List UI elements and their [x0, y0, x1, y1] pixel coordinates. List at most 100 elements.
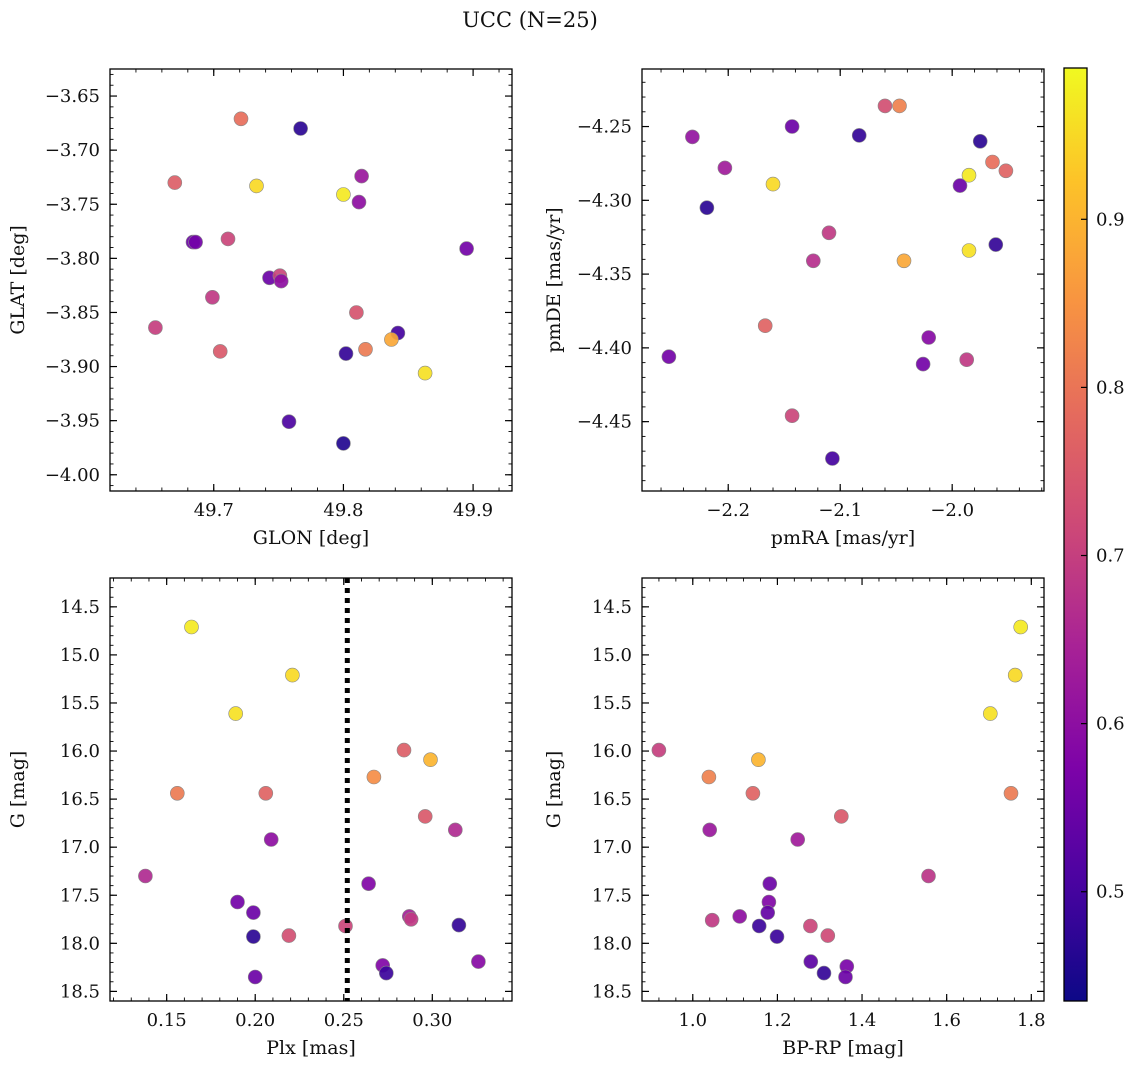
x-tick-label: 1.4: [848, 1010, 877, 1031]
y-tick-label: 17.0: [592, 837, 632, 858]
x-tick-label: 0.25: [324, 1010, 364, 1031]
data-point: [233, 111, 249, 127]
data-point: [349, 305, 364, 320]
data-point: [293, 121, 308, 136]
data-point: [148, 320, 163, 335]
data-point: [205, 289, 220, 305]
data-point: [366, 769, 382, 785]
x-tick-label: 1.0: [678, 1010, 707, 1031]
colorbar: 0.5 0.6 0.7 0.8 0.9: [1063, 67, 1125, 1002]
x-tick-label: −2.1: [818, 500, 862, 521]
x-tick-label: 1.2: [763, 1010, 792, 1031]
data-point: [351, 194, 367, 210]
data-point: [762, 876, 778, 892]
y-tick-label: 15.0: [60, 645, 100, 666]
data-point: [188, 234, 203, 250]
x-tick-label: 0.15: [147, 1010, 187, 1031]
x-axis-label: BP-RP [mag]: [782, 1037, 904, 1059]
x-axis-label: Plx [mas]: [266, 1037, 356, 1059]
data-point: [273, 273, 289, 289]
data-point: [354, 168, 369, 184]
data-point: [851, 128, 867, 143]
x-tick-label: 49.8: [323, 500, 363, 521]
x-axis-label: GLON [deg]: [253, 527, 369, 549]
data-point: [1013, 619, 1029, 635]
y-tick-label: 15.5: [60, 693, 100, 714]
data-point: [361, 876, 376, 892]
x-tick-label: −2.2: [706, 500, 750, 521]
y-tick-label: 17.0: [60, 837, 100, 858]
data-point: [784, 408, 800, 424]
x-tick-label: −2.0: [930, 500, 974, 521]
data-point: [417, 809, 433, 824]
data-point: [378, 965, 394, 981]
y-tick-label: −4.30: [577, 190, 632, 211]
data-point: [1007, 667, 1023, 683]
panel-bprp-g: 1.0 1.2 1.4 1.6 1.8 14.5 15.0 15.5 16.0 16.5 17.0 1…: [543, 577, 1046, 1059]
data-point: [702, 822, 718, 838]
data-point: [263, 832, 279, 847]
y-tick-label: 14.5: [592, 597, 632, 618]
panel-pmra-pmde: −2.2 −2.1 −2.0 −4.45 −4.40 −4.35 −4.30 −4.25 pmR…: [543, 68, 1045, 549]
data-point: [685, 129, 700, 145]
data-point: [982, 706, 998, 721]
data-point: [784, 119, 800, 134]
data-point: [258, 785, 274, 801]
x-tick-label: 1.6: [932, 1010, 961, 1031]
data-point: [790, 832, 806, 847]
data-point: [816, 965, 832, 981]
plot-frame: [109, 577, 513, 1002]
colorbar-tick-label: 0.9: [1096, 209, 1125, 230]
data-point: [803, 954, 819, 969]
y-axis-label: GLAT [deg]: [7, 225, 29, 335]
y-tick-label: 15.5: [592, 693, 632, 714]
y-tick-label: 16.0: [60, 741, 100, 762]
y-tick-label: 16.5: [60, 789, 100, 810]
y-tick-label: 18.5: [592, 981, 632, 1002]
data-point: [358, 341, 373, 357]
colorbar-tick-label: 0.5: [1096, 882, 1125, 903]
data-point: [246, 929, 261, 944]
scatter-points: [148, 111, 474, 451]
data-point: [915, 356, 931, 372]
y-tick-label: 18.0: [60, 933, 100, 954]
data-point: [417, 365, 433, 381]
data-point: [769, 929, 785, 944]
scatter-points: [651, 619, 1029, 985]
y-tick-label: 17.5: [592, 885, 632, 906]
data-point: [961, 167, 977, 183]
figure-title: UCC (N=25): [462, 8, 598, 32]
data-point: [961, 243, 977, 258]
y-tick-label: −3.70: [45, 140, 100, 161]
y-tick-label: −4.25: [577, 117, 632, 138]
y-tick-label: −4.00: [45, 465, 100, 486]
data-point: [138, 868, 153, 884]
data-point: [384, 332, 399, 347]
data-point: [447, 822, 463, 838]
x-axis-label: pmRA [mas/yr]: [771, 527, 915, 549]
data-point: [952, 178, 968, 193]
data-point: [760, 905, 776, 920]
y-tick-label: −3.75: [45, 194, 100, 215]
panel-glon-glat: 49.7 49.8 49.9 −4.00 −3.95 −3.90 −3.85 −3.80 −3.…: [7, 68, 513, 549]
data-point: [281, 414, 297, 430]
data-point: [247, 969, 263, 985]
y-tick-label: 17.5: [60, 885, 100, 906]
data-point: [921, 868, 936, 884]
y-tick-label: −3.80: [45, 248, 100, 269]
data-point: [699, 200, 715, 215]
colorbar-tick-label: 0.8: [1096, 377, 1125, 398]
x-tick-label: 49.7: [194, 500, 234, 521]
colorbar-gradient: [1064, 68, 1087, 1001]
data-point: [988, 237, 1004, 252]
data-point: [423, 752, 438, 768]
y-tick-label: −3.90: [45, 357, 100, 378]
y-axis-label: pmDE [mas/yr]: [543, 207, 565, 352]
data-point: [732, 909, 748, 924]
data-point: [701, 769, 717, 785]
y-axis-label: G [mag]: [7, 751, 29, 829]
y-tick-label: −4.35: [577, 264, 632, 285]
data-point: [220, 231, 236, 247]
data-point: [704, 912, 720, 928]
